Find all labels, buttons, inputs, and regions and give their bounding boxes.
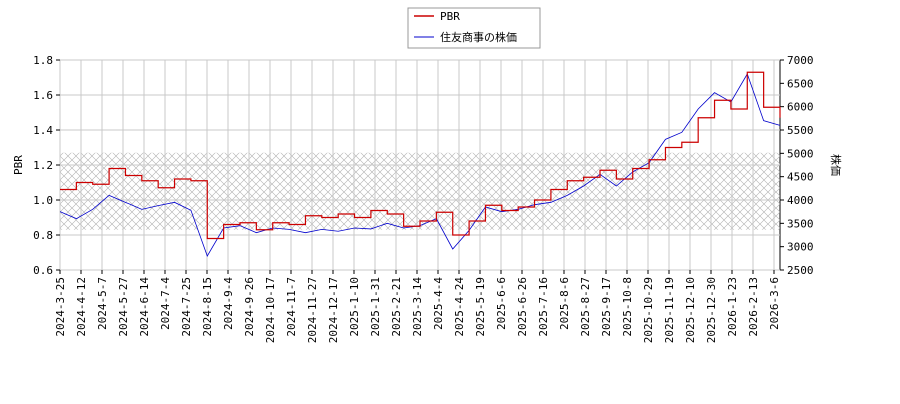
y-right-tick-label: 2500 — [787, 264, 814, 277]
x-tick-label: 2024-4-12 — [75, 277, 88, 337]
x-tick-label: 2025-8-27 — [579, 277, 592, 337]
y-right-tick-label: 6500 — [787, 77, 814, 90]
pbr-line — [60, 71, 781, 240]
y-right-tick-label: 3500 — [787, 217, 814, 230]
x-tick-label: 2024-11-27 — [306, 277, 319, 343]
y-left-axis-title: PBR — [12, 155, 25, 175]
x-tick-label: 2025-4-4 — [432, 277, 445, 330]
x-tick-label: 2024-9-26 — [243, 277, 256, 337]
x-tick-label: 2025-12-30 — [705, 277, 718, 343]
y-right-tick-label: 5000 — [787, 147, 814, 160]
y-right-tick-label: 6000 — [787, 101, 814, 114]
x-tick-label: 2024-12-17 — [327, 277, 340, 343]
x-tick-label: 2026-3-6 — [768, 277, 781, 330]
y-left-tick-label: 0.6 — [33, 264, 53, 277]
axis-ticks: 0.6 0.8 1.0 1.2 1.4 1.6 1.8 2500 3000 3500 4000 450… — [33, 54, 813, 343]
x-tick-label: 2025-1-10 — [348, 277, 361, 337]
x-tick-label: 2024-3-25 — [54, 277, 67, 337]
x-tick-label: 2025-6-26 — [516, 277, 529, 337]
hatched-band — [60, 152, 780, 230]
legend: PBR 住友商事の株価 — [407, 7, 541, 49]
y-right-axis-title: 株価 — [829, 154, 843, 176]
y-left-tick-label: 1.4 — [33, 124, 53, 137]
x-tick-label: 2025-10-8 — [621, 277, 634, 337]
x-tick-label: 2026-1-23 — [726, 277, 739, 337]
y-left-tick-label: 1.2 — [33, 159, 53, 172]
x-tick-label: 2024-8-15 — [201, 277, 214, 337]
legend-label-pbr: PBR — [440, 10, 460, 23]
x-tick-label: 2026-2-13 — [747, 277, 760, 337]
y-right-tick-label: 7000 — [787, 54, 814, 67]
x-tick-label: 2025-12-10 — [684, 277, 697, 343]
x-tick-label: 2025-1-31 — [369, 277, 382, 337]
x-tick-label: 2024-7-4 — [159, 277, 172, 330]
x-tick-label: 2025-5-19 — [474, 277, 487, 337]
grid — [59, 59, 780, 271]
x-tick-label: 2025-2-21 — [390, 277, 403, 337]
x-tick-label: 2024-9-4 — [222, 277, 235, 330]
x-tick-label: 2024-11-7 — [285, 277, 298, 337]
x-tick-label: 2025-4-24 — [453, 277, 466, 337]
x-tick-label: 2025-3-14 — [411, 277, 424, 337]
y-right-tick-label: 4000 — [787, 194, 814, 207]
x-tick-label: 2024-5-7 — [96, 277, 109, 330]
y-left-tick-label: 0.8 — [33, 229, 53, 242]
y-right-tick-label: 5500 — [787, 124, 814, 137]
y-right-tick-label: 4500 — [787, 171, 814, 184]
x-tick-label: 2025-6-6 — [495, 277, 508, 330]
x-tick-label: 2025-7-16 — [537, 277, 550, 337]
x-tick-label: 2025-10-29 — [642, 277, 655, 343]
y-left-tick-label: 1.8 — [33, 54, 53, 67]
x-tick-label: 2025-11-19 — [663, 277, 676, 343]
x-tick-label: 2024-5-27 — [117, 277, 130, 337]
x-tick-label: 2024-10-17 — [264, 277, 277, 343]
y-right-tick-label: 3000 — [787, 241, 814, 254]
x-tick-label: 2025-9-17 — [600, 277, 613, 337]
legend-label-price: 住友商事の株価 — [440, 30, 517, 44]
series-lines — [59, 71, 781, 257]
x-tick-label: 2024-6-14 — [138, 277, 151, 337]
x-tick-label: 2025-8-6 — [558, 277, 571, 330]
legend-box — [407, 7, 541, 49]
y-left-tick-label: 1.6 — [33, 89, 53, 102]
x-tick-label: 2024-7-25 — [180, 277, 193, 337]
y-left-tick-label: 1.0 — [33, 194, 53, 207]
